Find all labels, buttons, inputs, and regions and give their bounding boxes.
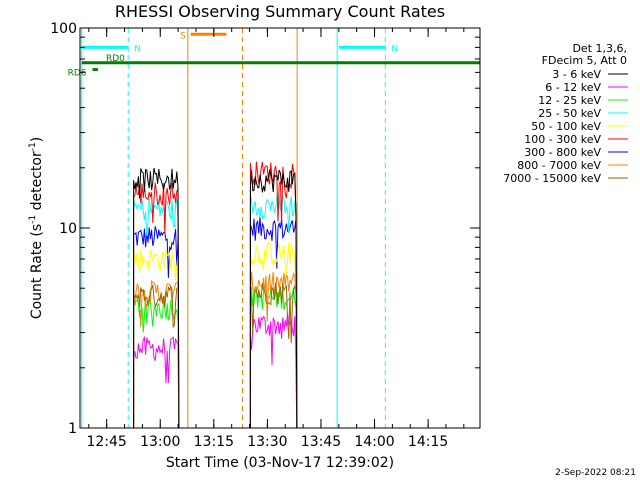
- y-axis: 1 10 100: [50, 21, 480, 437]
- y-tick-label-0: 1: [68, 421, 77, 437]
- series-25-50-kev-segment-1: [133, 197, 180, 429]
- series-25-50-kev-segment-2: [249, 193, 298, 429]
- y-label-exp2: -1: [28, 142, 38, 151]
- flag-label-s-2: S: [180, 31, 186, 41]
- x-tick-label-0: 12:45: [86, 434, 126, 450]
- series-800-7000-kev-segment-2: [249, 271, 298, 429]
- series-12-25-kev-segment-2: [249, 286, 298, 429]
- legend-label-0: 3 - 6 keV: [552, 68, 601, 81]
- series-50-100-kev-segment-1: [133, 248, 180, 429]
- footer-date: 2-Sep-2022 08:21: [555, 468, 636, 478]
- x-tick-label-3: 13:30: [247, 434, 287, 450]
- flag-label-n-1: N: [391, 44, 398, 54]
- y-tick-label-1: 10: [59, 221, 77, 237]
- x-tick-label-5: 14:00: [354, 434, 394, 450]
- legend-label-5: 100 - 300 keV: [524, 133, 601, 146]
- chart-title: RHESSI Observing Summary Count Rates: [115, 2, 445, 21]
- series-3-6-kev-segment-2: [249, 168, 298, 429]
- series-300-800-kev-segment-1: [133, 226, 180, 429]
- x-tick-label-6: 14:15: [408, 434, 448, 450]
- series-6-12-kev-segment-2: [249, 313, 298, 429]
- legend-header-1: FDecim 5, Att 0: [542, 54, 627, 67]
- legend-label-7: 800 - 7000 keV: [517, 159, 601, 172]
- x-tick-label-1: 13:00: [140, 434, 180, 450]
- legend-header-0: Det 1,3,6,: [572, 42, 627, 55]
- x-axis-label: Start Time (03-Nov-17 12:39:02): [166, 455, 394, 471]
- legend-label-4: 50 - 100 keV: [531, 120, 601, 133]
- legend-label-2: 12 - 25 keV: [538, 94, 601, 107]
- legend-label-1: 6 - 12 keV: [545, 81, 601, 94]
- flag-label-n-0: N: [134, 44, 141, 54]
- x-tick-label-4: 13:45: [301, 434, 341, 450]
- series-7000-15000-kev-segment-1: [133, 284, 180, 429]
- series-800-7000-kev-segment-1: [133, 279, 180, 429]
- x-tick-label-2: 13:15: [194, 434, 234, 450]
- legend-label-8: 7000 - 15000 keV: [503, 172, 601, 185]
- legend-label-6: 300 - 800 keV: [524, 146, 601, 159]
- series-3-6-kev-segment-1: [133, 167, 180, 429]
- series-7000-15000-kev-segment-2: [249, 282, 298, 429]
- y-label-main: Count Rate (s: [29, 224, 45, 319]
- legend-label-3: 25 - 50 keV: [538, 107, 601, 120]
- flag-label-rd0-3: RD0: [106, 54, 125, 64]
- series-6-12-kev-segment-1: [133, 335, 180, 429]
- series-50-100-kev-segment-2: [249, 241, 298, 429]
- y-label-end: ): [29, 137, 45, 142]
- x-axis: 12:45 13:00 13:15 13:30 13:45 14:00 14:15: [86, 28, 465, 450]
- plot-area: N N S RD0 RD6: [68, 27, 481, 429]
- y-axis-label: Count Rate (s-1 detector-1): [28, 137, 45, 319]
- y-tick-label-2: 100: [50, 21, 77, 37]
- flag-label-rd6-4: RD6: [68, 69, 87, 79]
- y-label-exp1: -1: [28, 215, 38, 224]
- y-label-mid: detector: [29, 151, 45, 215]
